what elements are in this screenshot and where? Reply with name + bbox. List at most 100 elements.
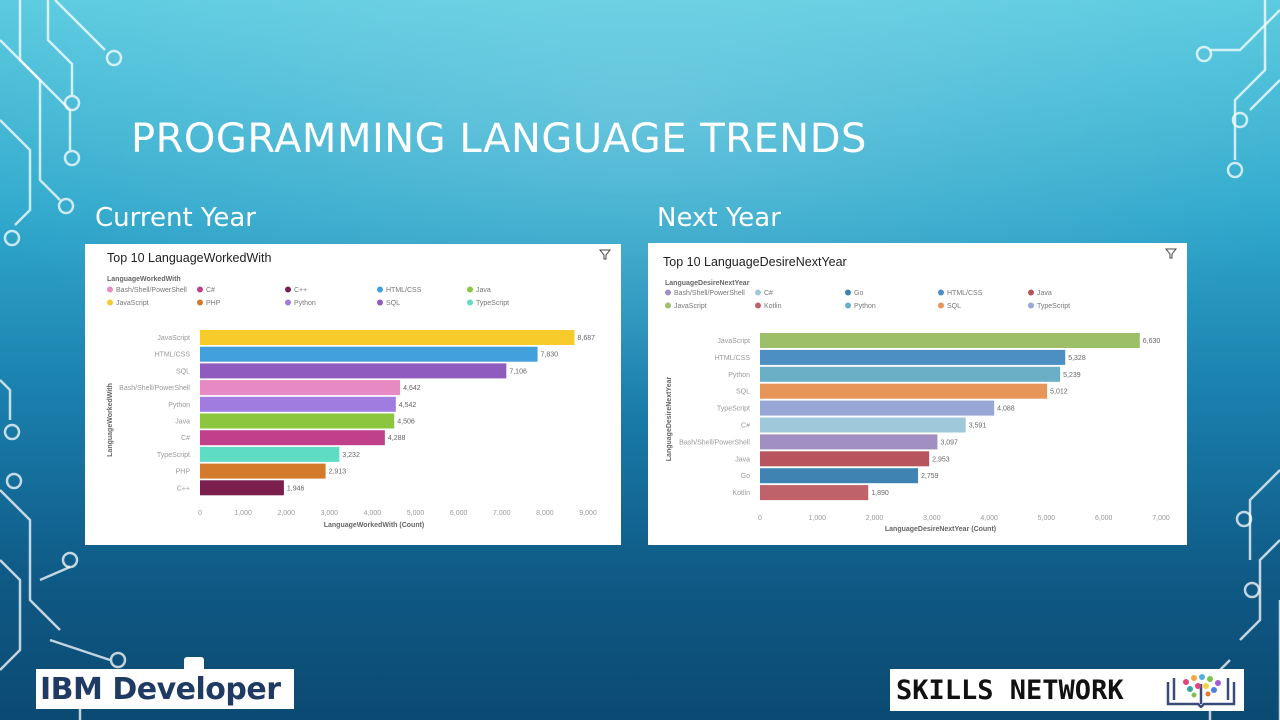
bar[interactable] [760,434,938,450]
legend-swatch [467,299,473,306]
legend-label[interactable]: Java [476,287,491,294]
category-tick-label: SQL [176,368,190,375]
y-axis-label: LanguageWorkedWith [107,383,114,457]
bar[interactable] [200,346,538,362]
skills-network-logo-text: SKILLS NETWORK [896,674,1124,706]
bar[interactable] [760,349,1066,365]
legend-label[interactable]: Bash/Shell/PowerShell [116,287,187,294]
category-tick-label: Python [728,372,750,379]
legend-title: LanguageDesireNextYear [665,280,750,287]
bar[interactable] [760,417,966,433]
bar-value-label: 1,890 [871,490,889,497]
x-tick-label: 7,000 [1152,515,1170,522]
bar-value-label: 5,239 [1063,372,1081,379]
legend-label[interactable]: PHP [206,300,221,307]
legend-label[interactable]: C# [206,287,215,294]
bar[interactable] [760,366,1061,382]
bar[interactable] [760,485,869,501]
legend-swatch [467,286,473,293]
bar[interactable] [200,480,284,496]
x-tick-label: 4,000 [364,510,382,517]
bar[interactable] [760,333,1140,348]
category-tick-label: TypeScript [157,452,190,459]
bar-value-label: 4,288 [388,435,406,442]
bar[interactable] [200,363,507,379]
legend-label[interactable]: Java [1037,290,1052,297]
category-tick-label: HTML/CSS [715,355,751,362]
bar-value-label: 7,106 [509,368,527,375]
bar[interactable] [200,396,396,412]
legend-label[interactable]: Python [294,300,316,307]
x-tick-label: 5,000 [1038,515,1056,522]
bar[interactable] [200,380,401,396]
category-tick-label: C++ [177,485,190,492]
bar-value-label: 2,759 [921,473,939,480]
legend-label[interactable]: JavaScript [116,300,149,307]
legend-title: LanguageWorkedWith [107,276,181,283]
x-tick-label: 5,000 [407,510,425,517]
filter-icon[interactable] [598,249,612,260]
chart-title: Top 10 LanguageWorkedWith [107,251,272,265]
legend-label[interactable]: C# [764,290,773,297]
x-tick-label: 1,000 [234,510,252,517]
chart-language-desire-next-year: Top 10 LanguageDesireNextYear LanguageDes… [663,248,1178,533]
legend-label[interactable]: JavaScript [674,303,707,310]
legend-swatch [107,286,113,293]
bar-value-label: 4,088 [997,406,1015,413]
bar[interactable] [200,330,575,345]
category-tick-label: TypeScript [717,406,750,413]
x-tick-label: 0 [198,510,202,517]
x-tick-label: 3,000 [923,515,941,522]
legend-swatch [197,299,203,306]
legend-label[interactable]: C++ [294,287,307,294]
circuit-decoration-left [0,0,127,720]
next-year-heading: Next Year [657,203,781,233]
legend-swatch [755,289,761,296]
bar[interactable] [200,446,340,462]
legend-swatch [1028,302,1034,309]
legend-label[interactable]: Bash/Shell/PowerShell [674,290,745,297]
bar[interactable] [200,463,326,479]
legend-swatch [285,286,291,293]
legend-label[interactable]: TypeScript [476,300,509,307]
x-tick-label: 9,000 [579,510,597,517]
bar[interactable] [200,413,395,429]
bar[interactable] [760,451,930,467]
legend-swatch [1028,289,1034,296]
x-tick-label: 3,000 [321,510,339,517]
category-tick-label: Java [735,456,750,463]
legend-label[interactable]: HTML/CSS [386,287,422,294]
legend-swatch [845,302,851,309]
x-tick-label: 4,000 [980,515,998,522]
category-tick-label: C# [741,423,750,430]
x-tick-label: 8,000 [536,510,554,517]
bar[interactable] [760,468,919,484]
filter-icon[interactable] [1164,248,1178,259]
bar[interactable] [760,400,995,416]
legend-label[interactable]: SQL [386,300,400,307]
bar-value-label: 8,687 [578,335,596,342]
slide-title: PROGRAMMING LANGUAGE TRENDS [131,116,867,162]
legend-label[interactable]: Go [854,290,863,297]
bar[interactable] [200,430,385,446]
category-tick-label: Java [175,419,190,426]
current-year-heading: Current Year [95,203,256,233]
bar-value-label: 6,630 [1143,338,1161,345]
legend-swatch [665,289,671,296]
chart-panel-next-year: Top 10 LanguageDesireNextYear LanguageDes… [648,243,1187,545]
x-tick-label: 6,000 [1095,515,1113,522]
legend-label[interactable]: Kotlin [764,303,782,310]
bar[interactable] [760,383,1048,399]
bar-value-label: 5,012 [1050,389,1068,396]
category-tick-label: Kotlin [732,490,750,497]
legend-label[interactable]: HTML/CSS [947,290,983,297]
category-tick-label: Python [168,402,190,409]
legend-label[interactable]: TypeScript [1037,303,1070,310]
legend-swatch [197,286,203,293]
bar-value-label: 3,097 [940,439,958,446]
category-tick-label: JavaScript [717,338,750,345]
legend-label[interactable]: Python [854,303,876,310]
x-tick-label: 0 [758,515,762,522]
chart-language-worked-with: Top 10 LanguageWorkedWith LanguageWorkedW… [107,249,612,529]
legend-label[interactable]: SQL [947,303,961,310]
